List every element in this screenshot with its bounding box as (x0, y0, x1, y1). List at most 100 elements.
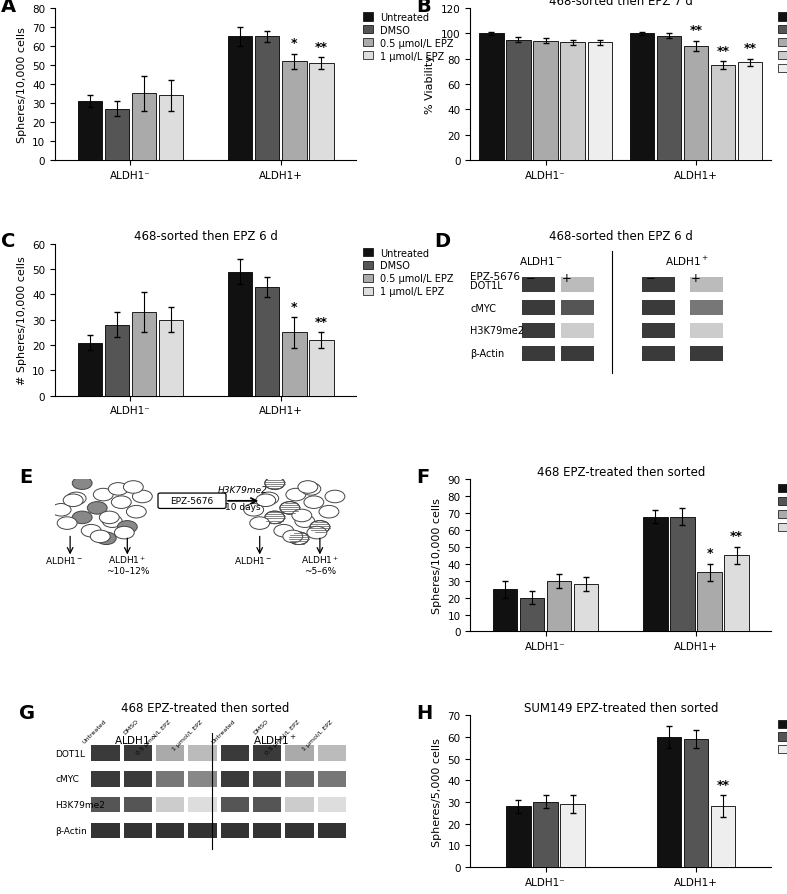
FancyBboxPatch shape (318, 772, 346, 787)
Circle shape (295, 515, 315, 527)
FancyBboxPatch shape (560, 324, 593, 339)
Text: +: + (691, 272, 701, 284)
Bar (159, 97, 183, 161)
Text: −: − (646, 272, 656, 284)
Circle shape (96, 533, 116, 545)
Bar (657, 737, 681, 867)
Text: 0.5 μmol/L EPZ: 0.5 μmol/L EPZ (264, 718, 301, 755)
Circle shape (72, 477, 92, 490)
Text: ALDH1$^+$: ALDH1$^+$ (108, 553, 146, 565)
Circle shape (112, 496, 131, 509)
FancyBboxPatch shape (253, 746, 282, 761)
FancyBboxPatch shape (156, 823, 184, 839)
FancyBboxPatch shape (560, 300, 593, 316)
Bar (479, 34, 504, 161)
Circle shape (72, 511, 92, 524)
Bar (282, 62, 306, 161)
Text: **: ** (315, 316, 328, 328)
Bar (588, 43, 612, 161)
Bar (671, 517, 695, 632)
Legend: Untreated, DMSO, 5 μmol/L EPZ: Untreated, DMSO, 5 μmol/L EPZ (774, 715, 787, 759)
Bar (711, 66, 735, 161)
Circle shape (66, 493, 86, 505)
Text: ALDH1$^-$: ALDH1$^-$ (114, 733, 158, 746)
Circle shape (124, 481, 143, 493)
Circle shape (81, 525, 101, 537)
FancyBboxPatch shape (91, 823, 120, 839)
Legend: Untreated, DMSO, 0.5 μmol/L EPZ, 1 μmol/L EPZ: Untreated, DMSO, 0.5 μmol/L EPZ, 1 μmol/… (774, 480, 787, 536)
Text: C: C (1, 232, 15, 251)
Text: A: A (1, 0, 16, 16)
Circle shape (304, 496, 323, 509)
Text: 10 days: 10 days (225, 502, 261, 512)
Text: β-Actin: β-Actin (55, 826, 87, 835)
Text: ALDH1$^+$: ALDH1$^+$ (301, 553, 339, 565)
Circle shape (307, 527, 327, 539)
Circle shape (91, 530, 110, 543)
Bar (560, 805, 585, 867)
Circle shape (259, 493, 279, 505)
Text: *: * (706, 546, 713, 560)
Y-axis label: % Viability: % Viability (425, 55, 435, 114)
Text: *: * (291, 300, 297, 313)
Text: Untreated: Untreated (82, 718, 107, 744)
Title: 468-sorted then EPZ 6 d: 468-sorted then EPZ 6 d (134, 231, 278, 243)
Text: F: F (416, 468, 430, 486)
Circle shape (264, 477, 285, 490)
FancyBboxPatch shape (318, 823, 346, 839)
Circle shape (319, 506, 339, 519)
Text: β-Actin: β-Actin (471, 349, 504, 358)
Text: G: G (19, 703, 35, 722)
Circle shape (132, 491, 152, 503)
Y-axis label: Spheres/5,000 cells: Spheres/5,000 cells (432, 737, 442, 846)
Bar (282, 333, 306, 396)
Circle shape (94, 489, 113, 502)
Legend: Untreated, DMSO, 0.5 μmol/L EPZ, 1 μmol/L EPZ, 2 μmol/L EPZ: Untreated, DMSO, 0.5 μmol/L EPZ, 1 μmol/… (774, 9, 787, 79)
Bar (630, 34, 654, 161)
Circle shape (244, 504, 264, 517)
Bar (159, 320, 183, 396)
Circle shape (99, 511, 119, 524)
FancyBboxPatch shape (253, 797, 282, 813)
FancyBboxPatch shape (286, 746, 314, 761)
FancyBboxPatch shape (690, 346, 723, 361)
Circle shape (283, 530, 303, 543)
FancyBboxPatch shape (522, 346, 555, 361)
FancyBboxPatch shape (642, 278, 675, 293)
Text: **: ** (717, 778, 730, 791)
Bar (657, 37, 681, 161)
Bar (105, 110, 129, 161)
Text: −: − (526, 272, 535, 284)
Text: B: B (416, 0, 431, 16)
Title: 468-sorted then EPZ 7 d: 468-sorted then EPZ 7 d (549, 0, 693, 8)
Y-axis label: Spheres/10,000 cells: Spheres/10,000 cells (17, 27, 27, 143)
Bar (520, 598, 545, 632)
Text: **: ** (744, 42, 756, 55)
Text: cMYC: cMYC (471, 303, 497, 313)
FancyBboxPatch shape (188, 823, 216, 839)
Circle shape (292, 510, 312, 522)
Text: ALDH1$^+$: ALDH1$^+$ (665, 255, 709, 268)
Text: **: ** (730, 530, 743, 543)
FancyBboxPatch shape (253, 823, 282, 839)
Bar (506, 40, 530, 161)
FancyBboxPatch shape (522, 300, 555, 316)
FancyBboxPatch shape (220, 772, 249, 787)
Bar (228, 38, 253, 161)
Legend: Untreated, DMSO, 0.5 μmol/L EPZ, 1 μmol/L EPZ: Untreated, DMSO, 0.5 μmol/L EPZ, 1 μmol/… (359, 9, 458, 65)
Text: DMSO: DMSO (252, 718, 269, 736)
FancyBboxPatch shape (642, 300, 675, 316)
FancyBboxPatch shape (522, 324, 555, 339)
Text: 1 μmol/L EPZ: 1 μmol/L EPZ (301, 718, 334, 751)
Text: Untreated: Untreated (211, 718, 237, 744)
FancyBboxPatch shape (286, 772, 314, 787)
Bar (684, 46, 708, 161)
FancyBboxPatch shape (124, 772, 152, 787)
FancyBboxPatch shape (560, 278, 593, 293)
Bar (309, 64, 334, 161)
Circle shape (286, 489, 305, 502)
Bar (493, 589, 517, 632)
Circle shape (289, 533, 309, 545)
Bar (506, 806, 530, 867)
Bar (77, 343, 102, 396)
